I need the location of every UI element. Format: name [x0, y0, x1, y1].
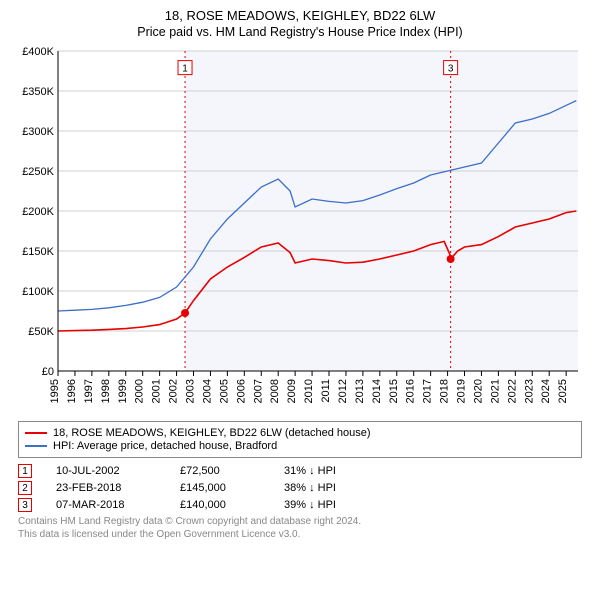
svg-text:2020: 2020: [472, 379, 484, 403]
svg-text:2012: 2012: [337, 379, 349, 403]
legend-swatch: [25, 445, 47, 447]
svg-text:1997: 1997: [83, 379, 95, 403]
svg-text:1996: 1996: [66, 379, 78, 403]
legend-swatch: [25, 432, 47, 434]
svg-text:2002: 2002: [168, 379, 180, 403]
svg-text:1: 1: [182, 64, 188, 75]
transaction-row: 3 07-MAR-2018 £140,000 39% ↓ HPI: [18, 498, 582, 512]
transaction-date: 23-FEB-2018: [56, 482, 156, 494]
svg-text:2006: 2006: [235, 379, 247, 403]
svg-text:£250K: £250K: [22, 166, 54, 178]
transaction-marker: 3: [18, 498, 32, 512]
svg-text:3: 3: [448, 64, 454, 75]
legend-item: 18, ROSE MEADOWS, KEIGHLEY, BD22 6LW (de…: [25, 427, 575, 439]
svg-text:£300K: £300K: [22, 126, 54, 138]
svg-text:2025: 2025: [557, 379, 569, 403]
svg-text:2001: 2001: [151, 379, 163, 403]
footer-line2: This data is licensed under the Open Gov…: [18, 529, 582, 542]
svg-text:£150K: £150K: [22, 246, 54, 258]
transaction-price: £140,000: [180, 499, 260, 511]
chart-plot: £0 £50K £100K £150K £200K £250K £300K £350K £400…: [10, 45, 590, 415]
svg-text:2004: 2004: [201, 379, 213, 403]
svg-text:2018: 2018: [439, 379, 451, 403]
svg-text:£100K: £100K: [22, 286, 54, 298]
svg-text:2016: 2016: [405, 379, 417, 403]
svg-text:1998: 1998: [100, 379, 112, 403]
legend-label: 18, ROSE MEADOWS, KEIGHLEY, BD22 6LW (de…: [53, 427, 371, 439]
legend-box: 18, ROSE MEADOWS, KEIGHLEY, BD22 6LW (de…: [18, 421, 582, 458]
svg-text:£0: £0: [42, 366, 54, 378]
transaction-price: £145,000: [180, 482, 260, 494]
svg-text:2024: 2024: [540, 379, 552, 403]
transaction-date: 10-JUL-2002: [56, 465, 156, 477]
svg-text:2019: 2019: [456, 379, 468, 403]
svg-text:£50K: £50K: [28, 326, 54, 338]
legend-item: HPI: Average price, detached house, Brad…: [25, 440, 575, 452]
transaction-diff: 39% ↓ HPI: [284, 499, 374, 511]
svg-text:2005: 2005: [218, 379, 230, 403]
svg-text:2000: 2000: [134, 379, 146, 403]
transaction-date: 07-MAR-2018: [56, 499, 156, 511]
svg-text:2014: 2014: [371, 379, 383, 403]
svg-text:2013: 2013: [354, 379, 366, 403]
svg-text:2023: 2023: [523, 379, 535, 403]
chart-svg: £0 £50K £100K £150K £200K £250K £300K £350K £400…: [10, 45, 590, 415]
svg-text:2003: 2003: [185, 379, 197, 403]
svg-text:2011: 2011: [320, 379, 332, 403]
svg-text:2015: 2015: [388, 379, 400, 403]
svg-text:£350K: £350K: [22, 86, 54, 98]
transaction-price: £72,500: [180, 465, 260, 477]
transaction-marker: 2: [18, 481, 32, 495]
legend-label: HPI: Average price, detached house, Brad…: [53, 440, 277, 452]
chart-title-address: 18, ROSE MEADOWS, KEIGHLEY, BD22 6LW: [10, 8, 590, 23]
svg-text:2017: 2017: [422, 379, 434, 403]
footer-attribution: Contains HM Land Registry data © Crown c…: [18, 516, 582, 541]
svg-text:2009: 2009: [286, 379, 298, 403]
title-block: 18, ROSE MEADOWS, KEIGHLEY, BD22 6LW Pri…: [10, 8, 590, 39]
svg-text:1999: 1999: [117, 379, 129, 403]
svg-text:2007: 2007: [252, 379, 264, 403]
svg-text:2008: 2008: [269, 379, 281, 403]
chart-subtitle: Price paid vs. HM Land Registry's House …: [10, 25, 590, 39]
transactions-table: 1 10-JUL-2002 £72,500 31% ↓ HPI 2 23-FEB-2018…: [18, 464, 582, 512]
footer-line1: Contains HM Land Registry data © Crown c…: [18, 516, 582, 529]
transaction-diff: 31% ↓ HPI: [284, 465, 374, 477]
svg-text:2022: 2022: [506, 379, 518, 403]
transaction-row: 1 10-JUL-2002 £72,500 31% ↓ HPI: [18, 464, 582, 478]
chart-container: 18, ROSE MEADOWS, KEIGHLEY, BD22 6LW Pri…: [0, 0, 600, 547]
svg-text:1995: 1995: [49, 379, 61, 403]
svg-text:£400K: £400K: [22, 46, 54, 58]
svg-text:£200K: £200K: [22, 206, 54, 218]
svg-text:2021: 2021: [489, 379, 501, 403]
transaction-row: 2 23-FEB-2018 £145,000 38% ↓ HPI: [18, 481, 582, 495]
svg-text:2010: 2010: [303, 379, 315, 403]
transaction-marker: 1: [18, 464, 32, 478]
transaction-diff: 38% ↓ HPI: [284, 482, 374, 494]
